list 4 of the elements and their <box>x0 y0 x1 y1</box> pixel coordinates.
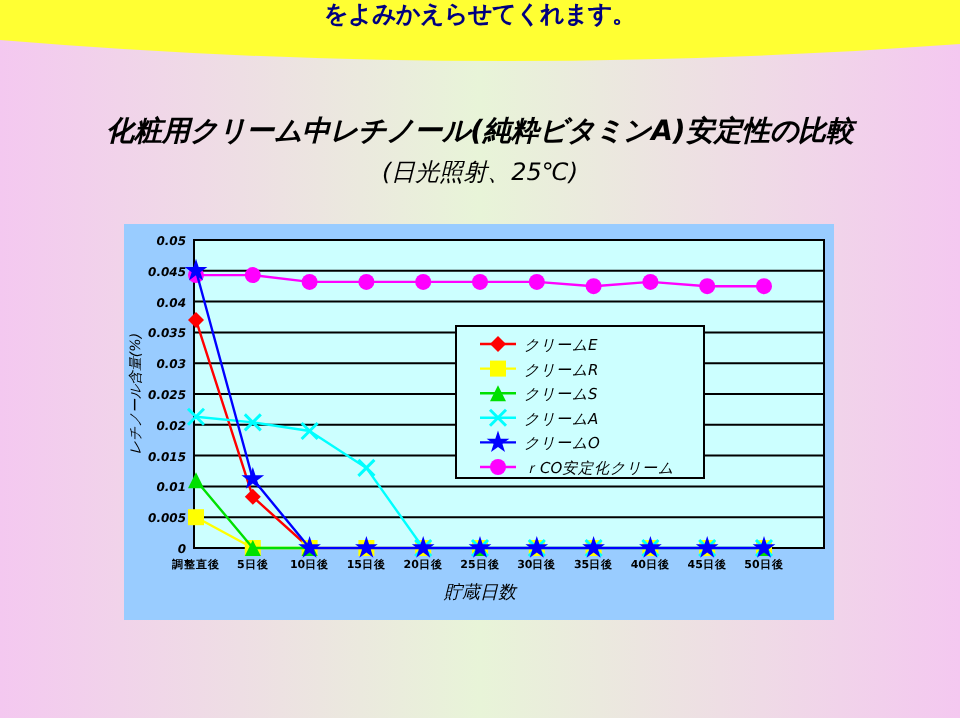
chart-title: 化粧用クリーム中レチノール(純粋ビタミンA)安定性の比較 <box>106 114 858 148</box>
text: をよみかえらせてくれます。 <box>324 0 636 28</box>
chart-subtitle: (日光照射、25℃) <box>381 158 579 186</box>
x-axis-title: 貯蔵日数 <box>442 582 518 604</box>
